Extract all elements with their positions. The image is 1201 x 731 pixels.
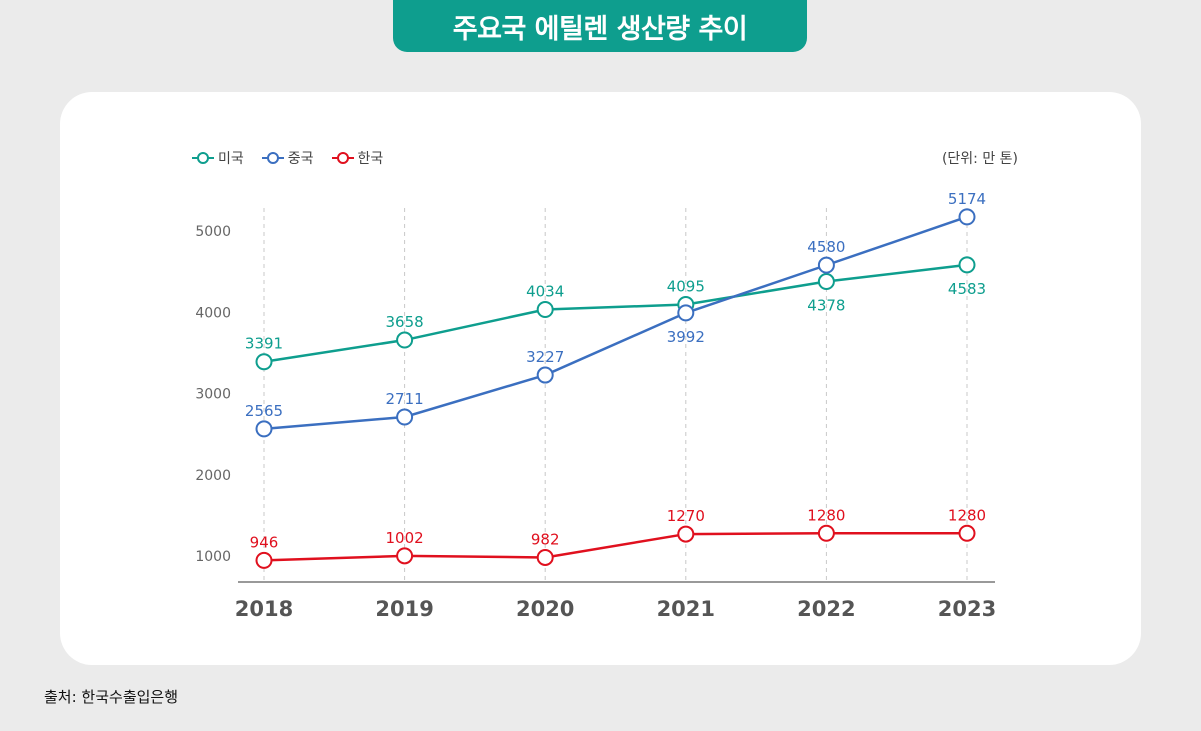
data-point	[817, 273, 835, 291]
data-point	[536, 300, 554, 318]
data-point	[536, 548, 554, 566]
source-note: 출처: 한국수출입은행	[44, 688, 179, 706]
data-label: 4095	[667, 278, 705, 296]
x-tick-label: 2020	[516, 597, 574, 621]
data-point	[396, 331, 414, 349]
x-tick-label: 2022	[797, 597, 855, 621]
data-point	[958, 256, 976, 274]
data-label: 4580	[807, 238, 845, 256]
chart-card	[60, 92, 1141, 665]
y-tick-label: 5000	[195, 224, 231, 240]
legend-item-0: 미국	[192, 148, 244, 168]
chart-title: 주요국 에틸렌 생산량 추이	[393, 0, 807, 52]
data-point	[536, 366, 554, 384]
data-label: 3658	[386, 313, 424, 331]
data-point	[958, 524, 976, 542]
y-tick-label: 4000	[195, 305, 231, 321]
data-label: 1002	[386, 529, 424, 547]
legend: 미국 중국 한국	[192, 148, 383, 168]
legend-marker-icon	[261, 152, 284, 164]
data-point	[958, 208, 976, 226]
series-line	[263, 263, 968, 363]
legend-label: 한국	[357, 151, 384, 167]
legend-label: 미국	[218, 151, 244, 167]
y-tick-label: 3000	[195, 387, 231, 403]
legend-marker-icon	[331, 152, 354, 164]
data-label: 982	[531, 530, 560, 548]
data-label: 4034	[526, 282, 564, 300]
legend-item-1: 중국	[261, 148, 314, 168]
data-label: 3227	[526, 348, 564, 366]
data-point	[817, 256, 835, 274]
data-label: 1280	[948, 506, 986, 524]
x-tick-label: 2019	[375, 597, 433, 621]
data-label: 4583	[948, 280, 986, 298]
legend-marker-icon	[192, 152, 214, 164]
data-point	[255, 551, 273, 569]
unit-label: (단위: 만 톤)	[941, 151, 1018, 167]
data-point	[255, 353, 273, 371]
x-tick-label: 2021	[657, 597, 715, 621]
y-tick-label: 2000	[195, 468, 231, 484]
series-line	[263, 215, 968, 431]
data-point	[396, 547, 414, 565]
data-label: 3391	[245, 335, 283, 353]
data-point	[817, 524, 835, 542]
data-label: 1270	[667, 507, 705, 525]
data-label: 1280	[807, 506, 845, 524]
data-label: 3992	[667, 328, 705, 346]
data-label: 5174	[948, 190, 986, 208]
data-label: 4378	[807, 297, 845, 315]
data-label: 2711	[386, 390, 424, 408]
legend-label: 중국	[287, 151, 314, 167]
x-tick-label: 2018	[235, 597, 293, 621]
data-label: 2565	[245, 402, 283, 420]
data-point	[677, 304, 695, 322]
legend-item-2: 한국	[331, 148, 384, 168]
data-label: 946	[250, 533, 279, 551]
data-point	[677, 525, 695, 543]
series-line	[263, 532, 967, 562]
x-tick-label: 2023	[938, 597, 996, 621]
data-point	[255, 420, 273, 438]
y-tick-label: 1000	[195, 549, 231, 565]
data-point	[396, 408, 414, 426]
